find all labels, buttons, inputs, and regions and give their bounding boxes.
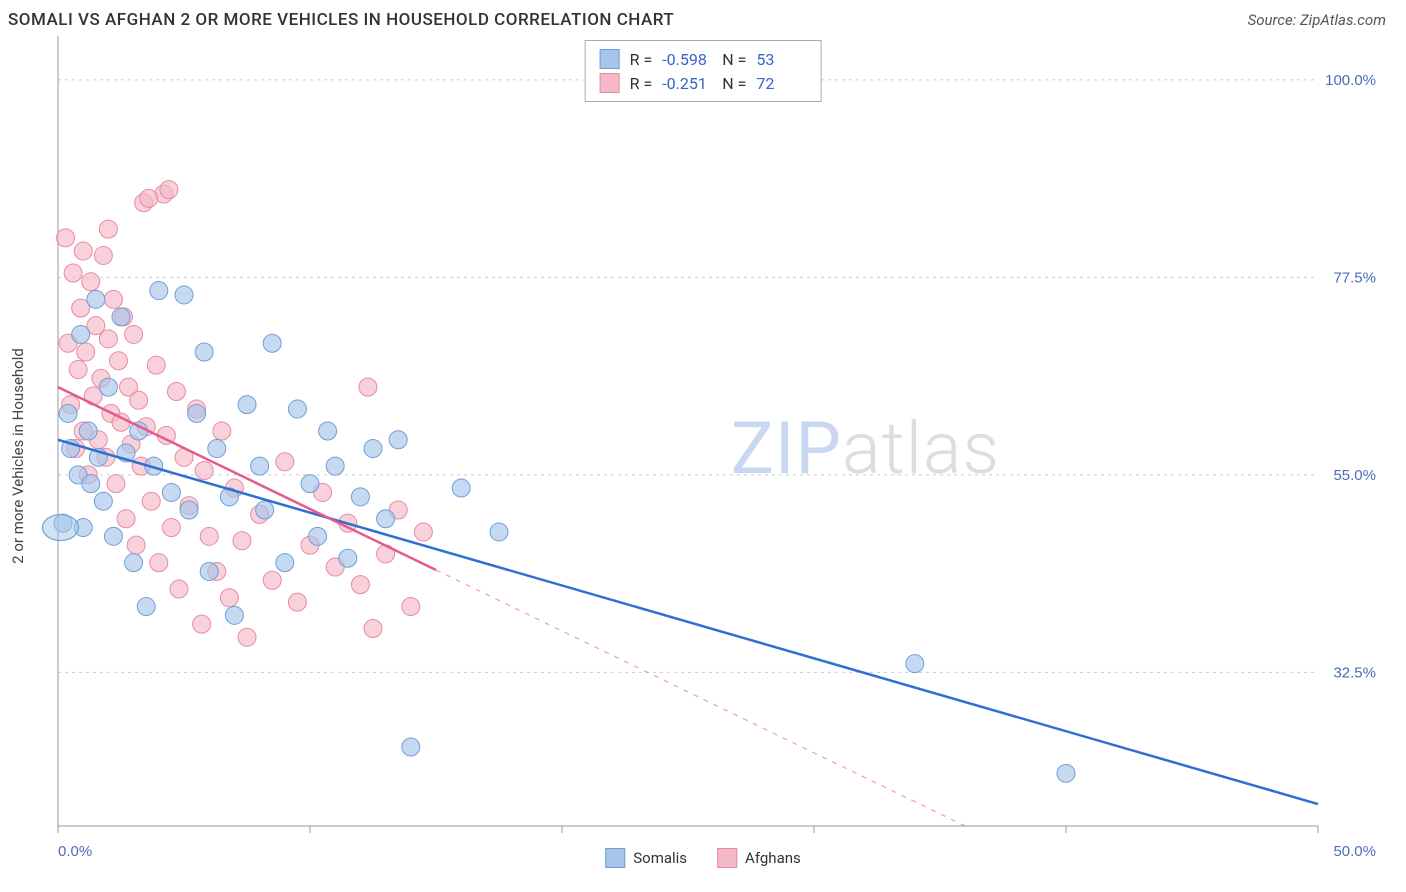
stat-r-label: R =	[630, 74, 653, 93]
stat-r-label: R =	[630, 50, 653, 69]
chart-header: SOMALI VS AFGHAN 2 OR MORE VEHICLES IN H…	[0, 0, 1406, 36]
stat-n-value: 53	[756, 50, 806, 69]
chart-source: Source: ZipAtlas.com	[1248, 11, 1386, 29]
stats-row-somalis: R = -0.598 N = 53	[600, 47, 807, 71]
stat-r-value: -0.598	[662, 50, 712, 69]
svg-text:0.0%: 0.0%	[58, 843, 92, 860]
legend-item-afghans: Afghans	[717, 848, 801, 868]
swatch-somalis	[600, 49, 620, 69]
scatter-chart: 32.5% 55.0% 77.5% 100.0% 0.0% 50.0%	[8, 36, 1398, 876]
legend-swatch-afghans	[717, 848, 737, 868]
svg-text:77.5%: 77.5%	[1333, 269, 1376, 286]
stat-r-value: -0.251	[662, 74, 712, 93]
svg-text:100.0%: 100.0%	[1325, 72, 1376, 89]
legend-label: Somalis	[633, 849, 687, 867]
svg-text:32.5%: 32.5%	[1333, 664, 1376, 681]
stats-box: R = -0.598 N = 53 R = -0.251 N = 72	[585, 40, 822, 102]
legend-item-somalis: Somalis	[605, 848, 687, 868]
chart-title: SOMALI VS AFGHAN 2 OR MORE VEHICLES IN H…	[8, 10, 674, 30]
svg-text:50.0%: 50.0%	[1333, 843, 1376, 860]
legend-swatch-somalis	[605, 848, 625, 868]
legend-bottom: Somalis Afghans	[605, 848, 801, 868]
stats-row-afghans: R = -0.251 N = 72	[600, 71, 807, 95]
chart-container: 2 or more Vehicles in Household 32.5% 55.…	[8, 36, 1398, 876]
stat-n-value: 72	[756, 74, 806, 93]
swatch-afghans	[600, 73, 620, 93]
svg-text:55.0%: 55.0%	[1333, 467, 1376, 484]
legend-label: Afghans	[745, 849, 801, 867]
stat-n-label: N =	[722, 74, 746, 93]
stat-n-label: N =	[722, 50, 746, 69]
y-axis-label: 2 or more Vehicles in Household	[9, 348, 27, 564]
